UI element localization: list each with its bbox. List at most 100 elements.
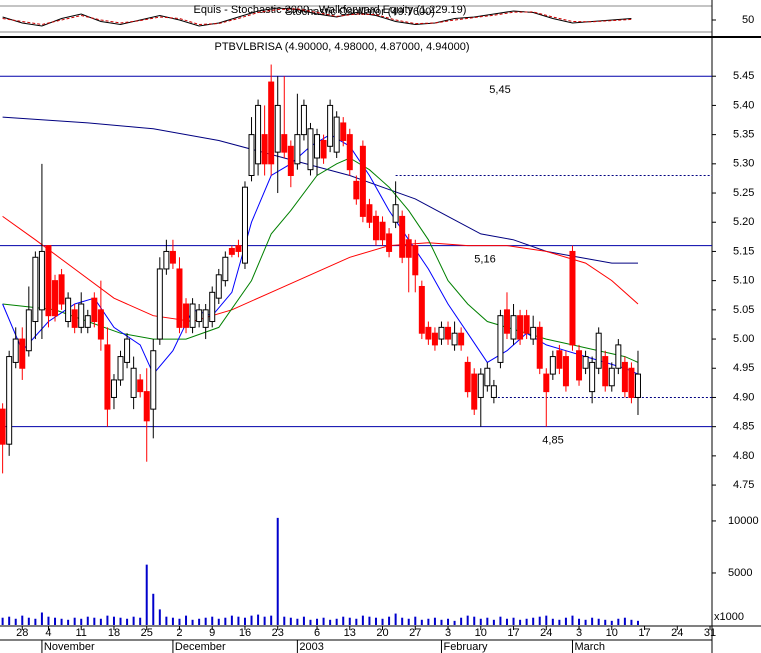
candle-body xyxy=(215,274,222,299)
candle-body xyxy=(228,248,235,255)
candle-body xyxy=(536,326,543,369)
candle-body xyxy=(530,326,537,340)
y-tick-label: 5000 xyxy=(728,567,752,579)
candle-body xyxy=(562,356,569,387)
candle-body xyxy=(608,367,615,387)
x-tick-label: 10 xyxy=(606,627,618,639)
candle-body xyxy=(412,245,419,276)
x-tick-label: 24 xyxy=(540,627,552,639)
candle-body xyxy=(431,332,438,346)
candle-body xyxy=(255,104,262,165)
x-tick-label: 10 xyxy=(475,627,487,639)
x-tick-label: 17 xyxy=(638,627,650,639)
candle-body xyxy=(19,338,26,369)
candle-body xyxy=(418,285,425,334)
x-tick-label: 28 xyxy=(16,627,28,639)
candle-body xyxy=(451,332,458,346)
x-tick-label: 3 xyxy=(576,627,582,639)
y-tick-label: 4.80 xyxy=(733,450,754,462)
candle-body xyxy=(458,332,465,346)
y-tick-label: 5.15 xyxy=(733,245,754,257)
month-label: November xyxy=(44,641,95,653)
y-tick-label: 4.90 xyxy=(733,391,754,403)
x-tick-label: 27 xyxy=(409,627,421,639)
candle-body xyxy=(484,367,491,387)
candle-body xyxy=(307,128,314,171)
x-tick-label: 25 xyxy=(141,627,153,639)
candle-body xyxy=(84,315,91,328)
month-label: December xyxy=(175,641,226,653)
x-tick-label: 17 xyxy=(507,627,519,639)
candle-body xyxy=(274,104,281,153)
y-tick-label: 4.85 xyxy=(733,421,754,433)
candle-body xyxy=(549,356,556,375)
moving-average xyxy=(2,116,638,264)
y-tick-label: 10000 xyxy=(728,515,759,527)
oscillator-line xyxy=(2,8,632,26)
candle-body xyxy=(359,145,366,217)
x-tick-label: 23 xyxy=(272,627,284,639)
candle-body xyxy=(176,268,183,328)
candle-body xyxy=(183,303,190,328)
candle-body xyxy=(202,309,209,328)
y-tick-label: 5.30 xyxy=(733,158,754,170)
candle-body xyxy=(503,309,510,334)
candle-body xyxy=(386,233,393,252)
candle-body xyxy=(333,116,340,153)
x-tick-label: 4 xyxy=(45,627,51,639)
candle-body xyxy=(595,332,602,369)
x-tick-label: 31 xyxy=(704,627,716,639)
x-tick-label: 9 xyxy=(209,627,215,639)
candle-body xyxy=(314,134,321,159)
candle-body xyxy=(287,145,294,177)
candle-body xyxy=(45,245,52,317)
level-label: 5,45 xyxy=(489,84,510,96)
candle-body xyxy=(346,134,353,171)
x-tick-label: 16 xyxy=(239,627,251,639)
candle-body xyxy=(300,104,307,136)
candle-body xyxy=(6,356,13,445)
candle-body xyxy=(91,297,98,323)
candle-body xyxy=(241,186,248,264)
y-tick-label: 4.75 xyxy=(733,479,754,491)
candle-body xyxy=(163,250,170,270)
candle-body xyxy=(32,256,39,323)
candle-body xyxy=(117,356,124,381)
y-tick-label: 4.95 xyxy=(733,362,754,374)
candle-body xyxy=(517,315,524,340)
candle-body xyxy=(471,373,478,410)
y-tick-label: 5.20 xyxy=(733,216,754,228)
candle-body xyxy=(97,309,104,340)
y-tick-label: 5.35 xyxy=(733,129,754,141)
candle-body xyxy=(576,350,583,381)
candle-body xyxy=(320,139,327,159)
candle-body xyxy=(464,361,471,393)
candle-body xyxy=(477,373,484,398)
candle-body xyxy=(150,350,157,410)
candle-body xyxy=(261,134,268,165)
candle-body xyxy=(235,245,242,252)
candle-body xyxy=(209,291,216,323)
candle-body xyxy=(124,338,131,363)
candle-body xyxy=(58,274,65,305)
candle-body xyxy=(392,204,399,223)
candle-body xyxy=(294,134,301,165)
candle-body xyxy=(222,256,229,282)
month-label: March xyxy=(574,641,605,653)
candle-body xyxy=(628,367,635,398)
candle-body xyxy=(25,309,32,352)
x-tick-label: 11 xyxy=(76,627,87,639)
candle-body xyxy=(71,309,78,328)
candle-body xyxy=(196,309,203,323)
candle-body xyxy=(0,408,6,445)
candle-body xyxy=(104,344,111,410)
candle-body xyxy=(425,326,432,340)
candle-body xyxy=(582,356,589,369)
panel-title: Equis - Stochastic 2000 - Walkforward Eq… xyxy=(194,4,467,16)
candle-body xyxy=(327,104,334,147)
y-tick-label: 50 xyxy=(742,14,754,26)
month-label: February xyxy=(443,641,488,653)
y-tick-label: 5.45 xyxy=(733,70,754,82)
